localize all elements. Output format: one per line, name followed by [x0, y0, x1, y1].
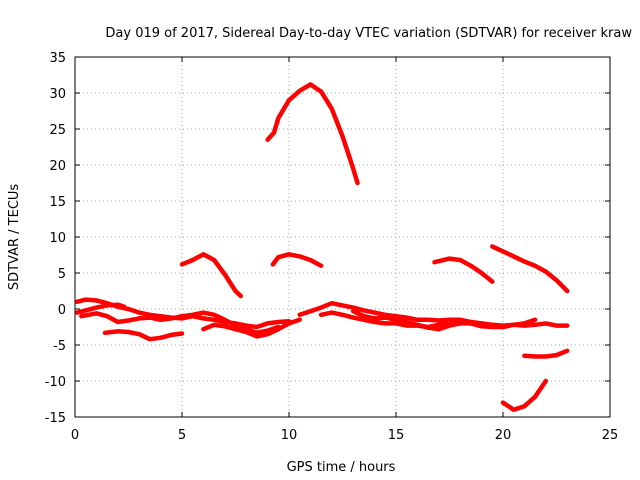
y-tick-label: 25 [49, 123, 66, 138]
series-arc-n [522, 348, 570, 359]
series-arc-k [350, 308, 474, 332]
x-tick-label: 20 [495, 428, 512, 443]
x-tick-label: 0 [71, 428, 79, 443]
y-tick-label: -5 [53, 339, 66, 354]
y-tick-label: 15 [49, 195, 66, 210]
y-tick-label: 10 [49, 231, 66, 246]
series-arc-g [270, 252, 324, 269]
x-tick-label: 10 [281, 428, 298, 443]
y-tick-label: -15 [45, 411, 66, 426]
y-tick-label: 30 [49, 87, 66, 102]
x-tick-label: 5 [178, 428, 186, 443]
y-axis-title: SDTVAR / TECUs [7, 184, 22, 291]
y-tick-label: 20 [49, 159, 66, 174]
tick-layer: 0 5 10 15 20 25 -15 -10 -5 0 5 10 15 20 25 30 35 [45, 51, 619, 443]
plot-frame [74, 56, 611, 418]
y-tick-label: 35 [49, 51, 66, 66]
series-arc-e [201, 317, 302, 339]
series-arc-f [179, 252, 244, 299]
series-arc-j [318, 310, 570, 330]
chart-title: Day 019 of 2017, Sidereal Day-to-day VTE… [105, 26, 632, 41]
series-layer [74, 82, 570, 413]
x-tick-label: 15 [388, 428, 405, 443]
y-tick-label: 5 [58, 267, 66, 282]
y-tick-label: 0 [58, 303, 66, 318]
grid-layer [75, 57, 610, 417]
series-arc-c [79, 310, 281, 336]
series-arc-l [432, 256, 495, 284]
x-tick-label: 25 [602, 428, 619, 443]
series-arc-o [500, 378, 549, 413]
series-arc-b [74, 302, 127, 315]
series-arc-d [102, 329, 185, 342]
series-arc-m [490, 244, 570, 294]
x-axis-title: GPS time / hours [287, 460, 396, 475]
y-tick-label: -10 [45, 375, 66, 390]
series-arc-h [265, 82, 360, 186]
